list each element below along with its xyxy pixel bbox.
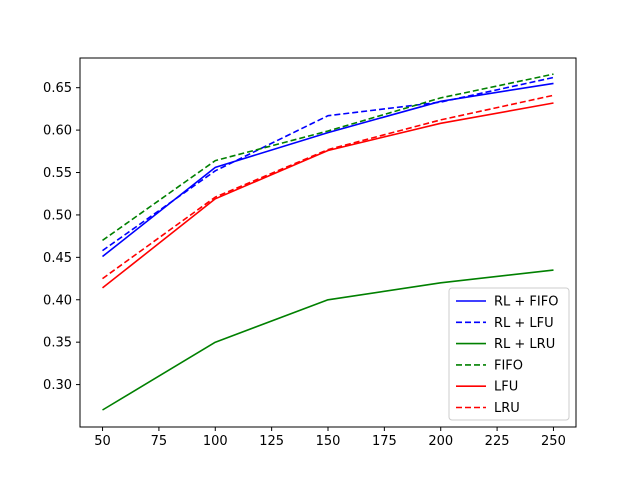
x-tick-label: 225 [485, 434, 510, 449]
series-line-1 [102, 76, 554, 252]
legend-label: RL + FIFO [494, 295, 558, 310]
y-tick-label: 0.45 [43, 251, 72, 266]
x-tick-label: 250 [541, 434, 566, 449]
series-layer [102, 73, 554, 411]
y-tick-label: 0.40 [43, 293, 72, 308]
y-tick-label: 0.30 [43, 378, 72, 393]
series-line-2 [102, 269, 554, 411]
x-tick-label: 125 [259, 434, 284, 449]
y-tick-label: 0.35 [43, 336, 72, 351]
x-axis-ticks: 50 75 100 125 150 175 200 225 250 [94, 427, 566, 449]
x-tick-label: 175 [372, 434, 397, 449]
legend-label: RL + LRU [494, 337, 555, 352]
series-line-3 [102, 73, 554, 242]
legend-label: LFU [494, 380, 518, 395]
series-line-4 [102, 102, 554, 289]
y-tick-label: 0.55 [43, 166, 72, 181]
x-tick-label: 200 [428, 434, 453, 449]
x-tick-label: 150 [316, 434, 341, 449]
legend: RL + FIFO RL + LFU RL + LRU FIFO LFU LRU [448, 287, 570, 421]
legend-label: FIFO [494, 358, 523, 373]
x-tick-label: 50 [94, 434, 111, 449]
y-tick-label: 0.65 [43, 81, 72, 96]
legend-label: LRU [494, 401, 520, 416]
y-tick-label: 0.60 [43, 124, 72, 139]
y-axis-ticks: 0.30 0.35 0.40 0.45 0.50 0.55 0.60 0.65 [43, 81, 80, 393]
y-tick-label: 0.50 [43, 208, 72, 223]
x-tick-label: 75 [151, 434, 168, 449]
legend-label: RL + LFU [494, 316, 554, 331]
x-tick-label: 100 [203, 434, 228, 449]
series-line-5 [102, 94, 554, 280]
